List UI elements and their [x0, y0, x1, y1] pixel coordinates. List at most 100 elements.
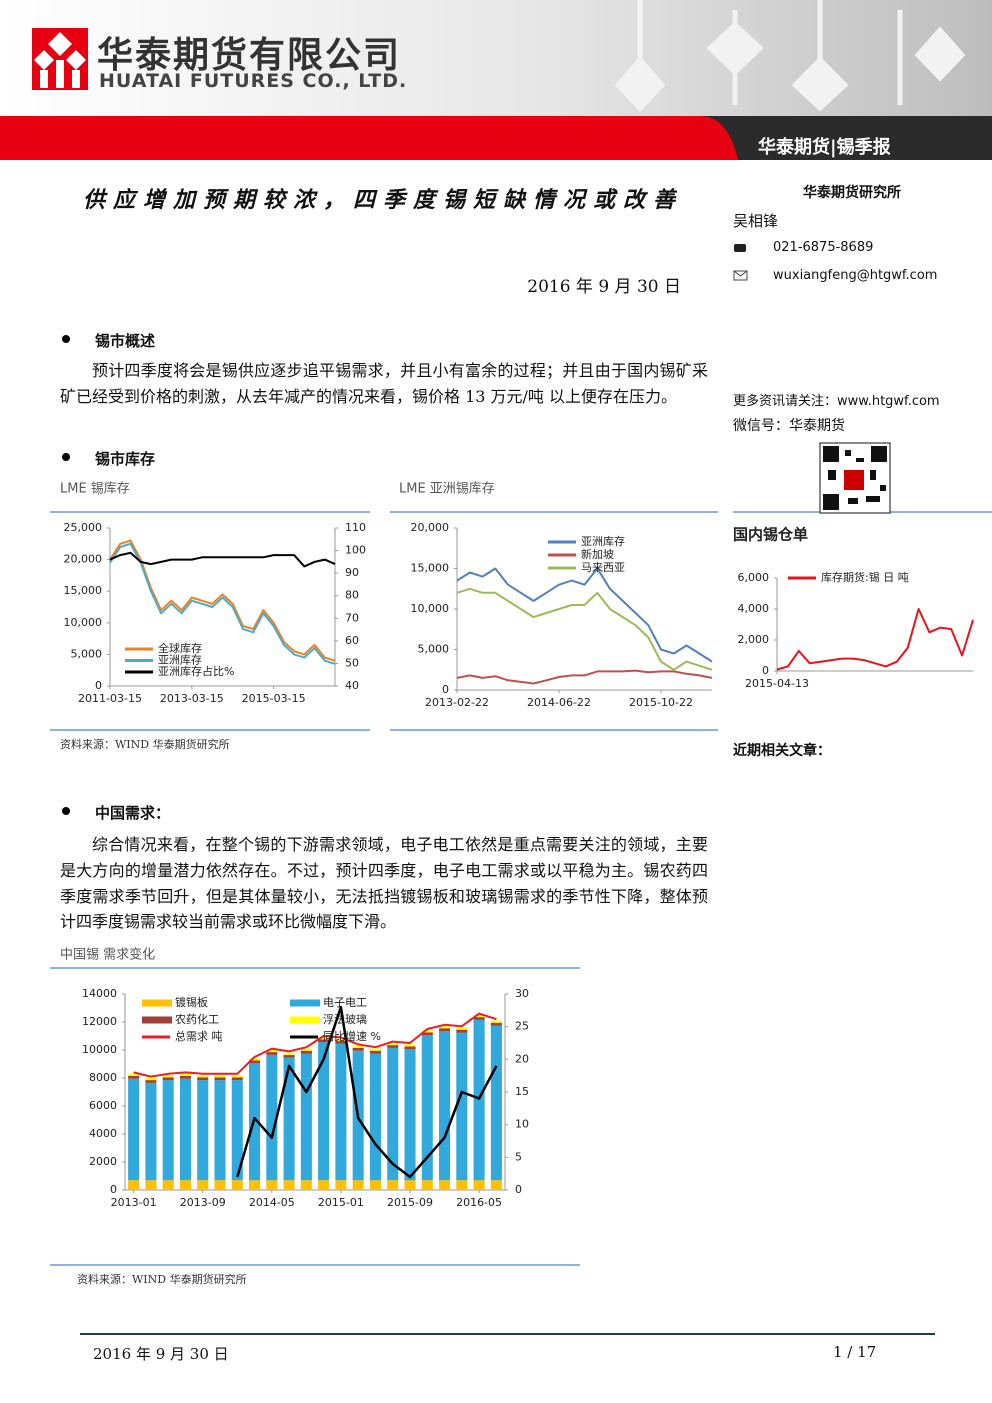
company-en: HUATAI FUTURES CO., LTD. [99, 70, 408, 92]
bar-segment [404, 1180, 416, 1190]
header-band-dark [700, 116, 992, 160]
bar-segment [439, 1180, 451, 1190]
bar-segment [145, 1078, 157, 1081]
series-line [456, 567, 713, 663]
series-line [133, 1012, 497, 1078]
bar-segment [179, 1075, 191, 1079]
bar-segment [231, 1075, 243, 1078]
bar-segment [214, 1077, 226, 1081]
y2-tick-label: 70 [345, 611, 359, 624]
bar-segment [249, 1180, 261, 1190]
bar-segment [214, 1180, 226, 1190]
x-tick-label: 2011-03-15 [78, 692, 142, 705]
bar-segment [128, 1075, 140, 1079]
y-tick-label: 25,000 [64, 521, 103, 534]
bar-segment [283, 1052, 295, 1055]
bar-segment [249, 1060, 261, 1064]
source-note: 资料来源：WIND 华泰期货研究所 [77, 1273, 247, 1286]
bar-segment [162, 1180, 174, 1190]
y-tick-label: 10,000 [64, 616, 103, 629]
y-tick-label: 14000 [82, 987, 117, 1000]
chart-title: 中国锡 需求变化 [60, 947, 155, 963]
bar-segment [369, 1050, 381, 1054]
legend-label: 库存期货:锡 日 吨 [821, 570, 909, 584]
bar-segment [179, 1180, 191, 1190]
logo [32, 28, 88, 90]
y-tick-label: 10000 [82, 1043, 117, 1056]
bar-segment [490, 1022, 502, 1026]
paragraph: 综合情况来看，在整个锡的下游需求领域，电子电工依然是重点需要关注的领域，主要是大… [60, 835, 708, 932]
legend-label: 马来西亚 [581, 561, 625, 574]
bar-segment [197, 1180, 209, 1190]
series-line [776, 608, 974, 671]
phone-icon [734, 244, 746, 252]
bar-segment [387, 1045, 399, 1048]
bar-segment [404, 1044, 416, 1047]
x-tick-label: 2015-03-15 [242, 692, 306, 705]
bar-segment [283, 1054, 295, 1058]
source-note: 资料来源：WIND 华泰期货研究所 [60, 738, 230, 751]
section-heading: 锡市概述 [95, 332, 156, 350]
x-tick-label: 2013-03-15 [160, 692, 224, 705]
legend-label: 镀锡板 [175, 995, 208, 1009]
bar-segment [369, 1048, 381, 1051]
series-line [109, 542, 336, 665]
section-heading: 中国需求： [95, 804, 171, 822]
bar-segment [283, 1057, 295, 1181]
legend-swatch [142, 1016, 172, 1024]
bar-segment [421, 1030, 433, 1033]
bar-segment [473, 1180, 485, 1190]
y-tick-label: 4,000 [738, 602, 770, 615]
legend-label: 浮法玻璃 [323, 1012, 367, 1026]
report-tag: 华泰期货|锡季报 [758, 137, 891, 158]
y-tick-label: 0 [762, 664, 769, 677]
bar-segment [283, 1180, 295, 1190]
bar-segment [473, 1015, 485, 1018]
x-tick-label: 2015-01 [318, 1196, 364, 1209]
bar-segment [128, 1180, 140, 1190]
y2-tick-label: 100 [345, 544, 366, 557]
legend-label: 同比增速 % [323, 1029, 381, 1043]
y-tick-label: 0 [95, 679, 102, 692]
y-tick-label: 5,000 [418, 643, 450, 656]
y2-tick-label: 30 [515, 987, 529, 1000]
legend-label: 亚洲库存 [158, 653, 202, 667]
y-tick-label: 0 [110, 1183, 117, 1196]
y2-tick-label: 90 [345, 566, 359, 579]
legend-label: 总需求 吨 [175, 1029, 223, 1043]
report-date: 2016 年 9 月 30 日 [527, 277, 681, 297]
bar-segment [421, 1035, 433, 1181]
y2-tick-label: 60 [345, 634, 359, 647]
series-line [109, 551, 336, 568]
qr-code [819, 442, 891, 514]
y2-tick-label: 110 [345, 521, 366, 534]
bar-segment [335, 1040, 347, 1044]
y-tick-label: 15,000 [411, 562, 450, 575]
bar-segment [145, 1080, 157, 1083]
bar-segment [179, 1078, 191, 1181]
bar-segment [439, 1031, 451, 1181]
x-tick-label: 2013-02-22 [425, 696, 489, 709]
bar-segment [266, 1050, 278, 1053]
y-tick-label: 5,000 [71, 647, 103, 660]
bar-segment [318, 1039, 330, 1043]
header-decor [614, 0, 966, 112]
bar-segment [318, 1037, 330, 1040]
author: 吴相锋 [733, 212, 779, 230]
bar-segment [387, 1047, 399, 1181]
y-tick-label: 6,000 [738, 571, 770, 584]
bar-segment [128, 1078, 140, 1181]
bar-segment [300, 1053, 312, 1181]
bar-segment [318, 1042, 330, 1181]
bar-segment [490, 1020, 502, 1023]
footer-date: 2016 年 9 月 30 日 [93, 1345, 229, 1363]
bar-segment [300, 1048, 312, 1051]
paragraph: 预计四季度将会是锡供应逐步追平锡需求，并且小有富余的过程；并且由于国内锡矿采矿已… [60, 361, 708, 406]
legend-label: 全球库存 [158, 641, 202, 655]
bar-segment [387, 1180, 399, 1190]
company-cn: 华泰期货有限公司 [97, 35, 402, 76]
y-tick-label: 2,000 [738, 633, 770, 646]
bar-segment [197, 1077, 209, 1081]
legend-swatch [290, 1016, 320, 1024]
